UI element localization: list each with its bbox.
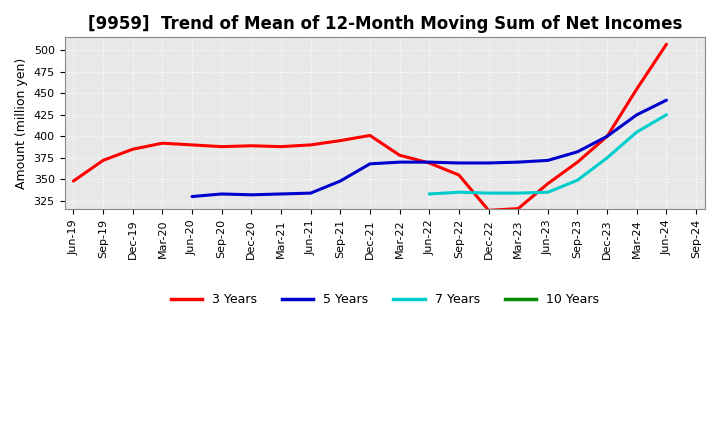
5 Years [485,160,493,165]
3 Years [425,160,433,165]
5 Years [217,191,226,197]
5 Years [514,159,523,165]
Line: 7 Years: 7 Years [429,115,667,194]
Line: 5 Years: 5 Years [192,100,667,197]
3 Years [514,206,523,211]
7 Years [485,191,493,196]
5 Years [425,159,433,165]
Legend: 3 Years, 5 Years, 7 Years, 10 Years: 3 Years, 5 Years, 7 Years, 10 Years [166,288,604,311]
3 Years [454,172,463,178]
7 Years [632,129,641,135]
7 Years [603,155,611,161]
3 Years [217,144,226,149]
3 Years [158,140,167,146]
3 Years [276,144,285,149]
7 Years [544,190,552,195]
7 Years [425,191,433,197]
Y-axis label: Amount (million yen): Amount (million yen) [15,58,28,189]
5 Years [306,191,315,196]
3 Years [603,134,611,139]
3 Years [395,153,404,158]
5 Years [336,178,345,183]
Title: [9959]  Trend of Mean of 12-Month Moving Sum of Net Incomes: [9959] Trend of Mean of 12-Month Moving … [88,15,682,33]
5 Years [603,134,611,139]
3 Years [632,86,641,92]
3 Years [247,143,256,148]
3 Years [544,181,552,186]
Line: 3 Years: 3 Years [73,44,667,210]
3 Years [99,158,107,163]
7 Years [573,178,582,183]
5 Years [632,112,641,117]
5 Years [454,160,463,165]
5 Years [276,191,285,197]
3 Years [69,178,78,183]
3 Years [188,142,197,147]
5 Years [544,158,552,163]
5 Years [366,161,374,166]
5 Years [662,98,671,103]
3 Years [128,147,137,152]
3 Years [662,41,671,47]
5 Years [247,192,256,198]
5 Years [573,149,582,154]
7 Years [514,191,523,196]
3 Years [485,208,493,213]
5 Years [188,194,197,199]
3 Years [336,138,345,143]
7 Years [662,112,671,117]
5 Years [395,159,404,165]
3 Years [366,133,374,138]
7 Years [454,190,463,195]
3 Years [306,142,315,147]
3 Years [573,159,582,165]
